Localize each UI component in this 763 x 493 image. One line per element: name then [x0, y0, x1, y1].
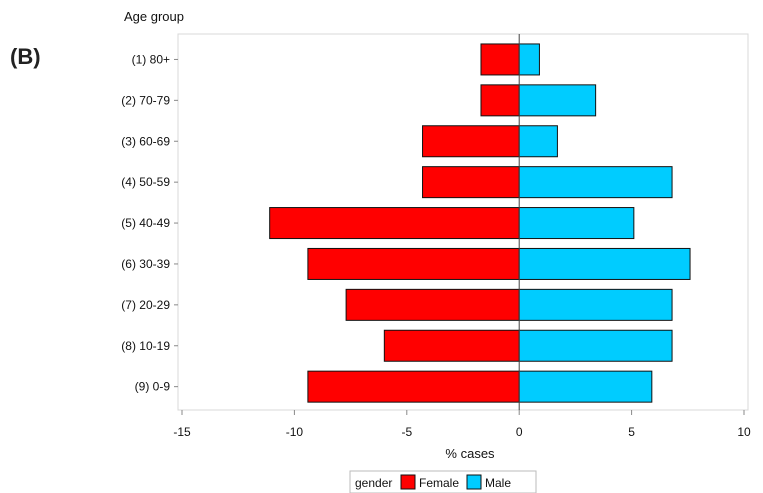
- bar-female-9: [307, 370, 520, 403]
- bar-female-1: [480, 43, 520, 76]
- plot-area-frame: [177, 33, 749, 411]
- legend-swatch-male: [466, 474, 482, 490]
- x-axis: -15 -10 -5 0 5 10: [173, 410, 751, 439]
- y-tick-label: (5) 40-49: [121, 216, 170, 230]
- panel-label: (B): [10, 44, 41, 69]
- x-tick-label: 10: [737, 425, 751, 439]
- bar-male-3: [518, 125, 558, 158]
- y-tick-label: (2) 70-79: [121, 93, 170, 107]
- legend-swatch-female: [400, 474, 416, 490]
- legend: gender Female Male: [349, 470, 537, 493]
- bar-male-8: [518, 329, 673, 362]
- x-tick-label: -5: [401, 425, 412, 439]
- bar-female-6: [307, 247, 520, 280]
- bar-male-7: [518, 288, 673, 321]
- bar-male-1: [518, 43, 540, 76]
- legend-label-female: Female: [419, 476, 459, 490]
- legend-title: gender: [355, 476, 392, 490]
- y-tick-label: (7) 20-29: [121, 298, 170, 312]
- x-tick-label: 5: [628, 425, 635, 439]
- x-tick-label: -10: [286, 425, 304, 439]
- y-tick-label: (4) 50-59: [121, 175, 170, 189]
- bars-group: [269, 43, 691, 403]
- bar-female-4: [422, 166, 520, 199]
- y-tick-label: (9) 0-9: [135, 380, 171, 394]
- bar-male-5: [518, 207, 635, 240]
- bar-female-2: [480, 84, 520, 117]
- y-tick-label: (8) 10-19: [121, 339, 170, 353]
- x-tick-label: 0: [516, 425, 523, 439]
- bar-female-3: [422, 125, 520, 158]
- bar-male-2: [518, 84, 597, 117]
- bar-male-4: [518, 166, 673, 199]
- y-tick-labels: (1) 80+ (2) 70-79 (3) 60-69 (4) 50-59 (5) 40…: [121, 52, 178, 394]
- y-tick-label: (1) 80+: [132, 52, 170, 66]
- legend-box: [349, 470, 537, 493]
- y-axis-title: Age group: [124, 9, 184, 24]
- y-tick-label: (6) 30-39: [121, 257, 170, 271]
- legend-label-male: Male: [485, 476, 511, 490]
- bar-male-6: [518, 247, 691, 280]
- x-tick-label: -15: [173, 425, 191, 439]
- bar-female-5: [269, 207, 520, 240]
- bar-male-9: [518, 370, 653, 403]
- bar-female-8: [383, 329, 520, 362]
- bar-female-7: [345, 288, 520, 321]
- x-axis-title: % cases: [445, 446, 495, 461]
- y-tick-label: (3) 60-69: [121, 134, 170, 148]
